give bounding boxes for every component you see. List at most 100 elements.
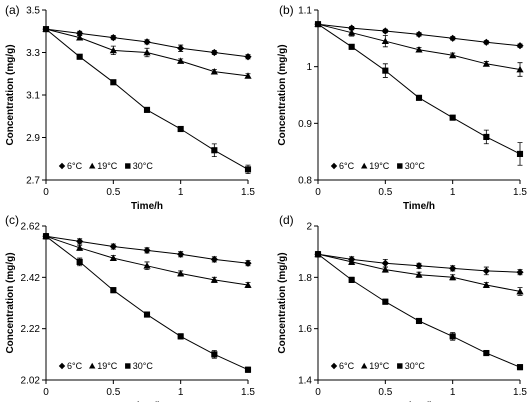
data-point: [449, 51, 457, 59]
data-point: [244, 366, 252, 373]
data-point: [143, 106, 151, 113]
data-point: [42, 26, 50, 33]
legend: 6°C 19°C 30°C: [58, 361, 154, 371]
data-point: [415, 30, 423, 38]
data-point: [516, 150, 524, 157]
x-tick-label: 0.5: [378, 387, 392, 398]
data-point: [449, 264, 457, 272]
legend-marker: [330, 162, 338, 170]
data-point: [348, 29, 356, 36]
x-tick-label: 1: [450, 387, 456, 398]
series-triangle: [42, 25, 252, 79]
legend-marker: [125, 363, 131, 369]
legend-label: 30°C: [133, 361, 154, 371]
data-point: [244, 166, 252, 173]
y-tick-label: 0.9: [298, 119, 312, 130]
data-point: [516, 364, 524, 371]
y-tick-label: 0.8: [298, 176, 312, 187]
data-point: [76, 53, 83, 60]
data-point: [314, 21, 322, 28]
x-axis-label: Time/h: [131, 201, 163, 212]
data-point: [449, 34, 457, 42]
data-point: [143, 38, 151, 46]
data-point: [516, 42, 524, 50]
y-tick-label: 2.62: [21, 222, 41, 233]
y-tick-label: 2.7: [26, 176, 40, 187]
x-tick-label: 0: [43, 187, 49, 198]
y-axis-label: Concentration (mg/g): [277, 44, 288, 145]
data-point: [483, 349, 490, 357]
y-tick-label: 3.1: [26, 91, 40, 102]
legend-label: 30°C: [405, 161, 426, 171]
legend-label: 6°C: [339, 361, 355, 371]
legend-label: 19°C: [97, 361, 118, 371]
legend-label: 30°C: [133, 161, 154, 171]
legend-label: 30°C: [405, 361, 426, 371]
data-point: [415, 271, 423, 278]
series-diamond: [314, 20, 524, 50]
data-point: [177, 333, 184, 340]
legend-label: 19°C: [369, 161, 390, 171]
series-line: [45, 235, 249, 286]
data-point: [143, 262, 151, 269]
data-point: [348, 24, 356, 32]
legend-marker: [58, 362, 66, 370]
data-point: [482, 267, 490, 275]
data-point: [381, 259, 389, 267]
data-point: [210, 68, 218, 75]
series-triangle: [314, 250, 524, 296]
data-point: [244, 53, 252, 61]
series-triangle: [314, 20, 524, 77]
x-tick-label: 1: [450, 187, 456, 198]
data-point: [210, 255, 218, 263]
y-axis-label: Concentration (mg/g): [5, 252, 16, 353]
y-tick-label: 1.6: [298, 324, 312, 335]
legend-marker: [361, 162, 368, 169]
chart-panel-c: (c)00.511.52.022.222.422.62Time/hConcent…: [5, 213, 255, 402]
chart-panel-b: (b) 0 0.5 1 1.5 0.8 0.9 1 1.1 Time/h Concentration…: [277, 3, 527, 212]
legend-marker: [330, 362, 338, 370]
data-point: [449, 114, 456, 121]
x-tick-label: 0: [43, 387, 49, 398]
x-tick-label: 1: [178, 387, 184, 398]
data-point: [382, 67, 389, 74]
legend: 6°C 19°C 30°C: [58, 161, 154, 171]
data-point: [177, 125, 184, 133]
data-point: [415, 262, 423, 270]
data-point: [210, 276, 218, 283]
legend-marker: [397, 363, 403, 369]
data-point: [211, 147, 218, 154]
panel-letter: (a): [5, 3, 20, 17]
legend-marker: [397, 163, 403, 169]
legend-label: 6°C: [339, 161, 355, 171]
data-point: [42, 233, 50, 240]
x-tick-label: 0.5: [106, 187, 120, 198]
data-point: [177, 57, 185, 64]
data-point: [143, 311, 151, 318]
panel-letter: (c): [5, 213, 19, 227]
x-tick-label: 0.5: [106, 387, 120, 398]
data-point: [382, 298, 389, 305]
y-tick-label: 1.1: [298, 6, 312, 17]
series-line: [317, 23, 521, 155]
legend-label: 6°C: [67, 161, 83, 171]
data-point: [210, 48, 218, 57]
legend-marker: [89, 362, 96, 369]
y-tick-label: 1: [306, 62, 312, 73]
legend-marker: [125, 163, 131, 169]
data-point: [381, 27, 389, 35]
data-point: [482, 38, 490, 46]
data-point: [381, 266, 389, 273]
data-point: [482, 60, 490, 67]
data-point: [177, 44, 185, 52]
legend-marker: [361, 362, 368, 369]
data-point: [348, 43, 355, 50]
y-tick-label: 2: [306, 222, 312, 233]
legend-marker: [58, 162, 66, 170]
chart-panel-d: (d)00.511.51.41.61.82Time/hConcentration…: [277, 213, 527, 402]
legend-marker: [89, 162, 96, 169]
legend-label: 19°C: [369, 361, 390, 371]
data-point: [415, 317, 423, 325]
data-point: [109, 46, 117, 54]
